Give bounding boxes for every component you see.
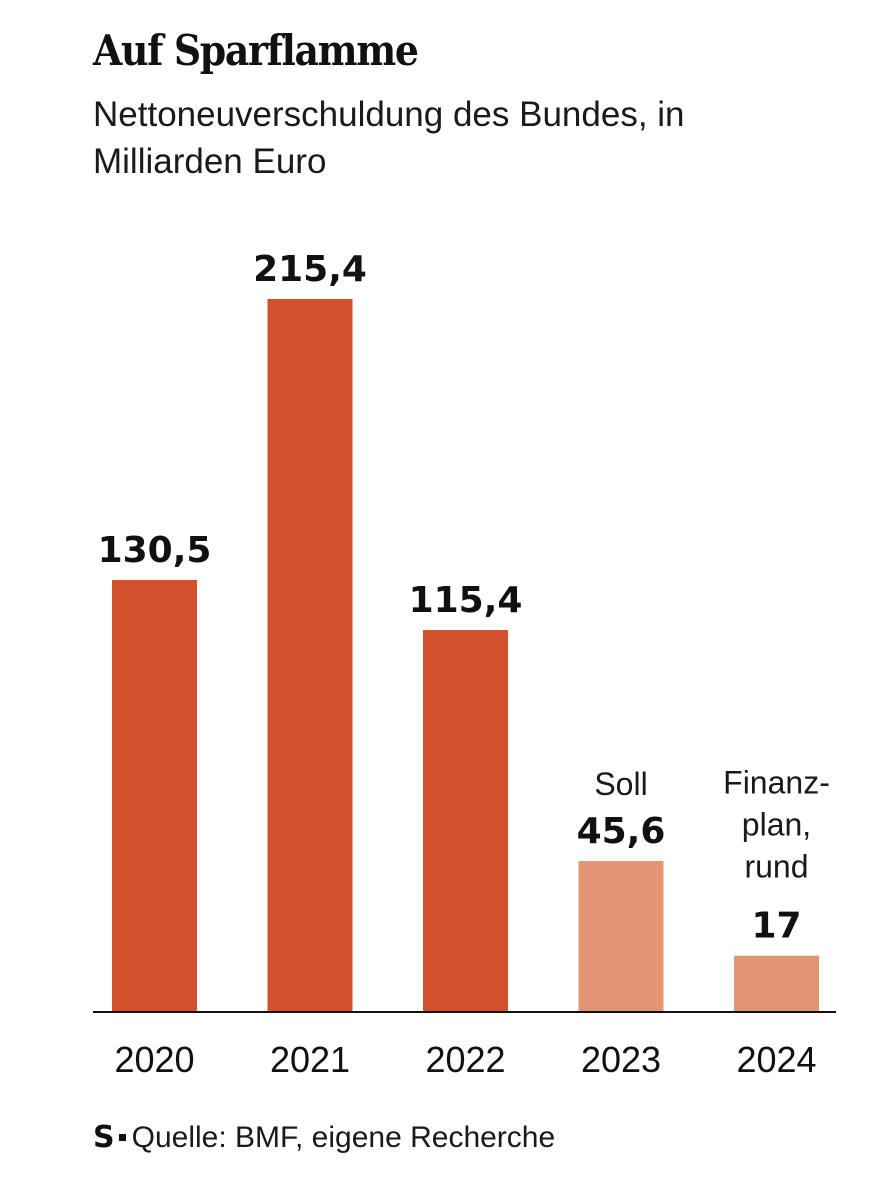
bar-2023 — [578, 861, 664, 1012]
bar-2024 — [734, 955, 819, 1012]
annotation-2024-2: rund — [744, 849, 808, 885]
bar-2021 — [267, 299, 353, 1012]
chart-subtitle: Nettoneuverschuldung des Bundes, in Mill… — [93, 95, 685, 181]
logo-dot-icon — [118, 1134, 126, 1141]
value-label-2022: 115,4 — [409, 580, 523, 621]
annotation-2024-1: plan, — [742, 807, 811, 843]
x-tick-2021: 2021 — [270, 1039, 350, 1080]
value-label-2023: 45,6 — [577, 811, 666, 852]
x-tick-2022: 2022 — [425, 1039, 505, 1080]
value-label-2024: 17 — [751, 906, 801, 947]
annotation-2023-0: Soll — [594, 766, 647, 802]
bar-2020 — [112, 580, 197, 1012]
source-line: S Quelle: BMF, eigene Recherche — [93, 1120, 555, 1155]
x-tick-2023: 2023 — [581, 1039, 661, 1080]
x-tick-2024: 2024 — [736, 1039, 816, 1080]
x-tick-2020: 2020 — [114, 1039, 194, 1080]
bar-2022 — [423, 630, 508, 1012]
value-label-2020: 130,5 — [98, 530, 212, 571]
publisher-logo: S — [93, 1120, 115, 1155]
bar-chart: 130,5 2020 215,4 2021 115,4 2022 45,6 Soll 2023 1… — [93, 249, 836, 1080]
annotation-2024-0: Finanz- — [723, 765, 830, 801]
chart-title: Auf Sparflamme — [93, 26, 419, 75]
source-text: Quelle: BMF, eigene Recherche — [131, 1120, 556, 1154]
value-label-2021: 215,4 — [253, 249, 367, 290]
